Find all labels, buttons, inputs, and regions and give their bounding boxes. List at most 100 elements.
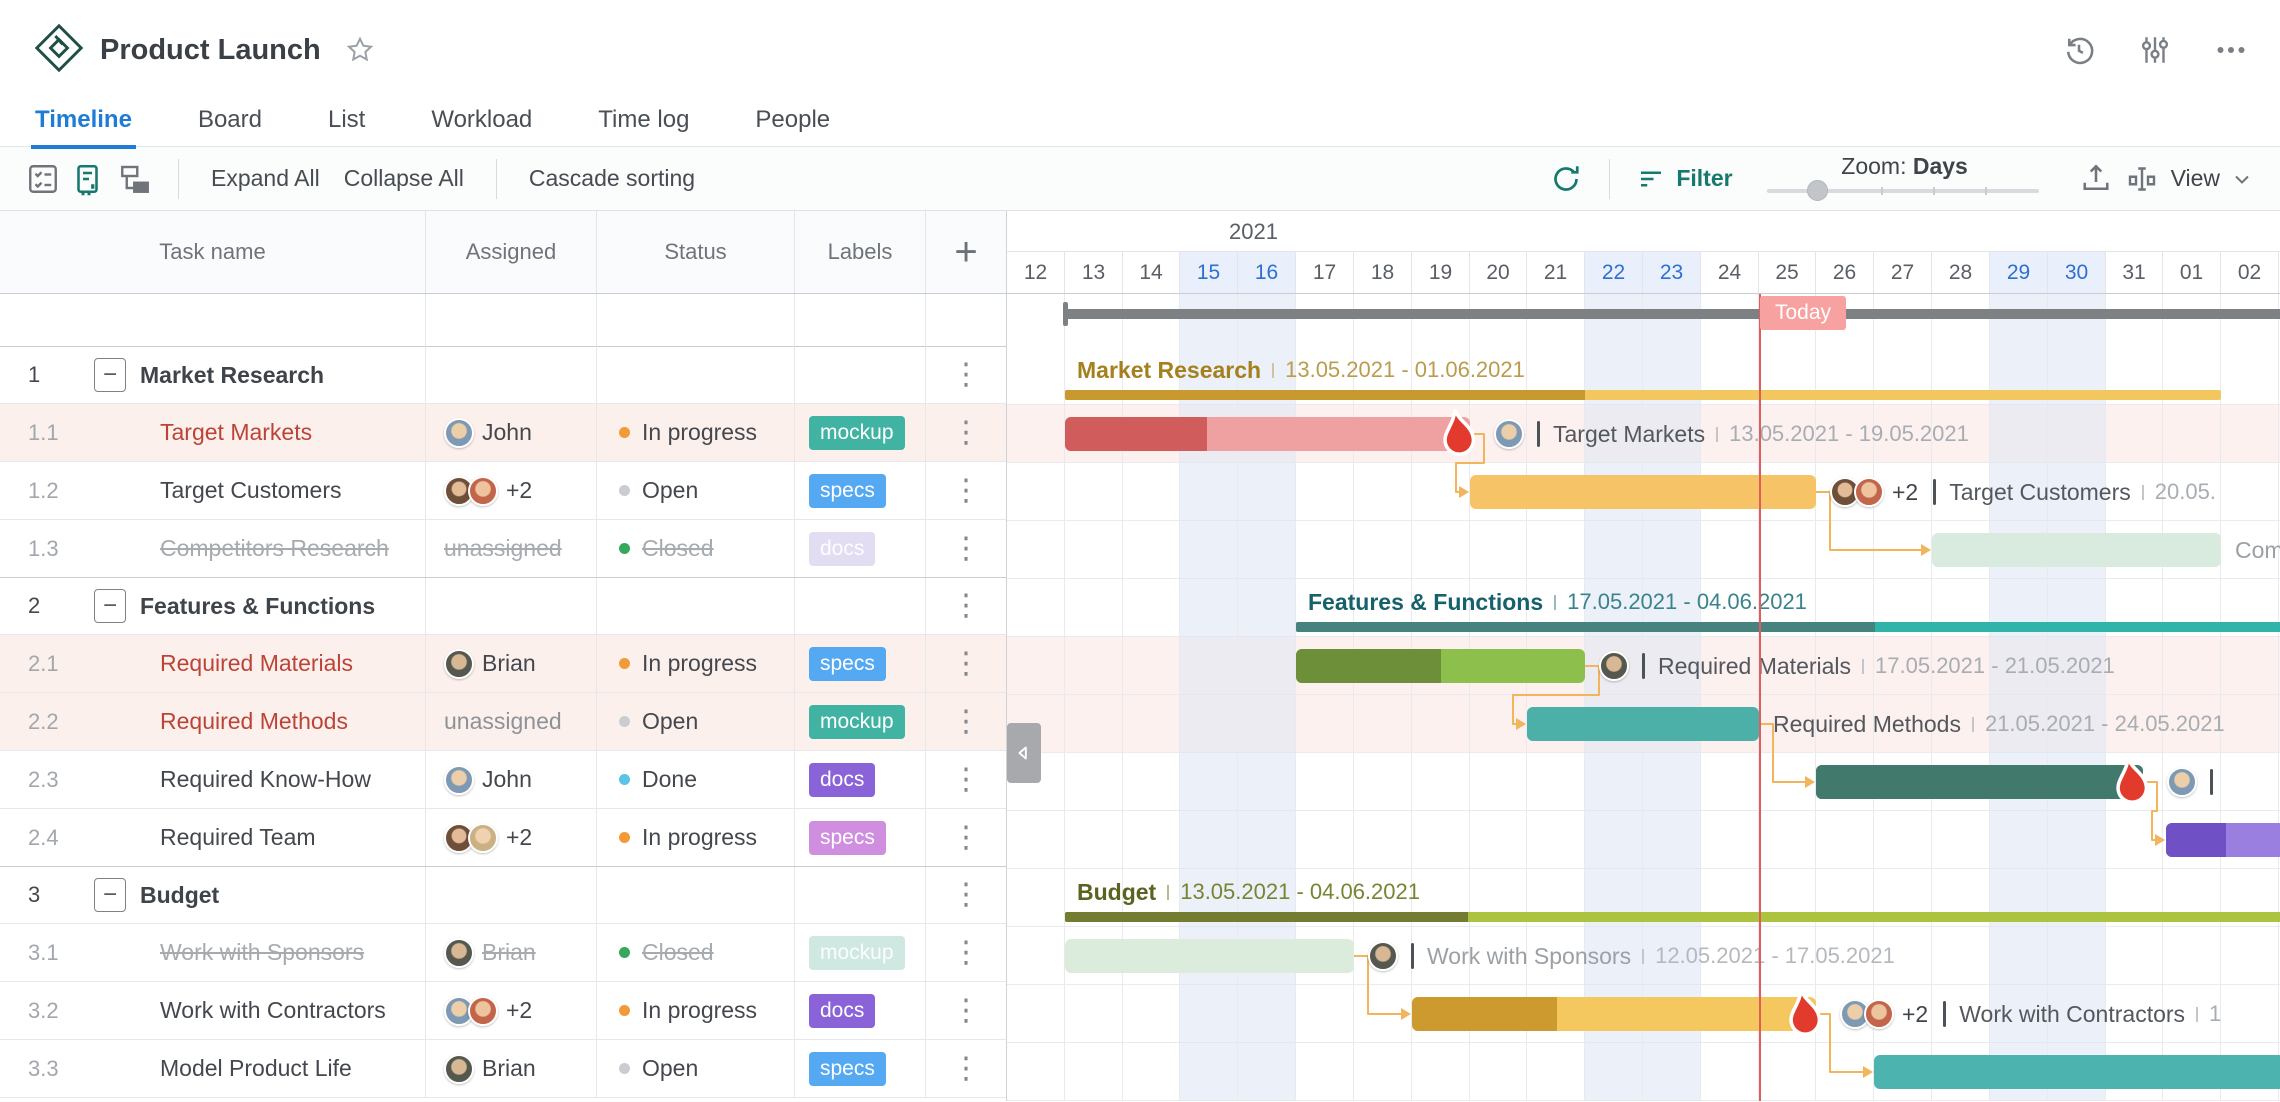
collapse-button[interactable]: −: [94, 589, 126, 623]
sliders-icon[interactable]: [2132, 27, 2178, 73]
labels-cell[interactable]: docs: [795, 520, 926, 577]
task-name-cell[interactable]: 2.4 Required Team: [0, 809, 426, 866]
status-cell[interactable]: In progress: [597, 982, 795, 1039]
assigned-cell[interactable]: John: [426, 404, 597, 461]
assigned-cell[interactable]: [426, 867, 597, 923]
tab-list[interactable]: List: [327, 106, 366, 133]
task-bar[interactable]: [1816, 765, 2143, 799]
history-icon[interactable]: [2056, 27, 2102, 73]
task-bar[interactable]: [1065, 939, 1354, 973]
assigned-cell[interactable]: +2: [426, 982, 597, 1039]
status-cell[interactable]: [597, 578, 795, 634]
tab-timeline[interactable]: Timeline: [31, 100, 136, 149]
row-menu-button[interactable]: ⋮: [951, 704, 981, 738]
task-bar[interactable]: [1874, 1055, 2280, 1089]
hierarchy-icon[interactable]: [112, 156, 158, 202]
collapse-all-button[interactable]: Collapse All: [332, 165, 476, 192]
row-menu-button[interactable]: ⋮: [951, 762, 981, 796]
assigned-cell[interactable]: +2: [426, 809, 597, 866]
tab-workload[interactable]: Workload: [431, 106, 533, 133]
labels-cell[interactable]: [795, 578, 926, 634]
column-header-assigned[interactable]: Assigned: [426, 211, 597, 293]
summary-bar[interactable]: [1296, 622, 2280, 632]
task-name-cell[interactable]: 2.1 Required Materials: [0, 635, 426, 692]
task-name-cell[interactable]: 2.2 Required Methods: [0, 693, 426, 750]
row-menu-button[interactable]: ⋮: [951, 878, 981, 911]
splitter-collapse-handle[interactable]: [1007, 723, 1041, 783]
assigned-cell[interactable]: +2: [426, 462, 597, 519]
task-bar[interactable]: [1932, 533, 2221, 567]
status-cell[interactable]: In progress: [597, 809, 795, 866]
labels-cell[interactable]: mockup: [795, 924, 926, 981]
row-menu-button[interactable]: ⋮: [951, 589, 981, 622]
row-menu-button[interactable]: ⋮: [951, 531, 981, 565]
task-bar[interactable]: [1065, 417, 1470, 451]
labels-cell[interactable]: mockup: [795, 693, 926, 750]
label-chip[interactable]: docs: [809, 531, 876, 566]
label-chip[interactable]: specs: [809, 820, 886, 855]
task-bar[interactable]: [1470, 475, 1816, 509]
task-name-cell[interactable]: 2 − Features & Functions: [0, 578, 426, 634]
collapse-button[interactable]: −: [94, 878, 126, 912]
labels-cell[interactable]: [795, 347, 926, 403]
row-menu-button[interactable]: ⋮: [951, 820, 981, 854]
label-chip[interactable]: docs: [809, 993, 876, 1028]
assigned-cell[interactable]: Brian: [426, 1040, 597, 1097]
column-header-labels[interactable]: Labels: [795, 211, 926, 293]
project-summary-bar[interactable]: [1065, 309, 2280, 319]
task-bar[interactable]: [1527, 707, 1759, 741]
status-cell[interactable]: Closed: [597, 520, 795, 577]
labels-cell[interactable]: docs: [795, 982, 926, 1039]
row-menu-button[interactable]: ⋮: [951, 1051, 981, 1085]
task-name-cell[interactable]: 1 − Market Research: [0, 347, 426, 403]
labels-cell[interactable]: [795, 867, 926, 923]
assigned-cell[interactable]: unassigned: [426, 693, 597, 750]
zoom-slider-thumb[interactable]: [1806, 179, 1828, 201]
status-cell[interactable]: Open: [597, 462, 795, 519]
row-menu-button[interactable]: ⋮: [951, 473, 981, 507]
labels-cell[interactable]: specs: [795, 809, 926, 866]
tab-people[interactable]: People: [755, 106, 831, 133]
task-name-cell[interactable]: 2.3 Required Know-How: [0, 751, 426, 808]
tab-time-log[interactable]: Time log: [598, 106, 690, 133]
status-cell[interactable]: In progress: [597, 404, 795, 461]
labels-cell[interactable]: mockup: [795, 404, 926, 461]
expand-all-button[interactable]: Expand All: [199, 165, 332, 192]
labels-cell[interactable]: docs: [795, 751, 926, 808]
task-bar[interactable]: [1412, 997, 1816, 1031]
view-menu-button[interactable]: View: [2165, 164, 2260, 193]
summary-bar[interactable]: [1065, 912, 2280, 922]
task-list-icon[interactable]: [20, 156, 66, 202]
column-header-task-name[interactable]: Task name: [0, 211, 426, 293]
assigned-cell[interactable]: [426, 347, 597, 403]
refresh-icon[interactable]: [1543, 156, 1589, 202]
task-bar[interactable]: [1296, 649, 1585, 683]
assigned-cell[interactable]: [426, 578, 597, 634]
cascade-sorting-button[interactable]: Cascade sorting: [517, 165, 707, 192]
task-name-cell[interactable]: 1.2 Target Customers: [0, 462, 426, 519]
label-chip[interactable]: specs: [809, 473, 886, 508]
summary-bar[interactable]: [1065, 390, 2221, 400]
row-menu-button[interactable]: ⋮: [951, 358, 981, 391]
ellipsis-icon[interactable]: [2208, 27, 2254, 73]
tab-board[interactable]: Board: [197, 106, 262, 133]
task-bar[interactable]: [2166, 823, 2280, 857]
task-name-cell[interactable]: 3 − Budget: [0, 867, 426, 923]
label-chip[interactable]: mockup: [809, 704, 905, 739]
labels-cell[interactable]: specs: [795, 462, 926, 519]
labels-cell[interactable]: specs: [795, 635, 926, 692]
task-name-cell[interactable]: 1.3 Competitors Research: [0, 520, 426, 577]
task-name-cell[interactable]: 3.3 Model Product Life: [0, 1040, 426, 1097]
add-column-button[interactable]: +: [954, 229, 978, 274]
row-menu-button[interactable]: ⋮: [951, 415, 981, 449]
baseline-icon[interactable]: [2119, 156, 2165, 202]
status-cell[interactable]: [597, 867, 795, 923]
status-cell[interactable]: In progress: [597, 635, 795, 692]
critical-path-icon[interactable]: [66, 156, 112, 202]
task-name-cell[interactable]: 3.1 Work with Sponsors: [0, 924, 426, 981]
assigned-cell[interactable]: John: [426, 751, 597, 808]
label-chip[interactable]: docs: [809, 762, 876, 797]
status-cell[interactable]: Open: [597, 1040, 795, 1097]
column-header-status[interactable]: Status: [597, 211, 795, 293]
status-cell[interactable]: Done: [597, 751, 795, 808]
